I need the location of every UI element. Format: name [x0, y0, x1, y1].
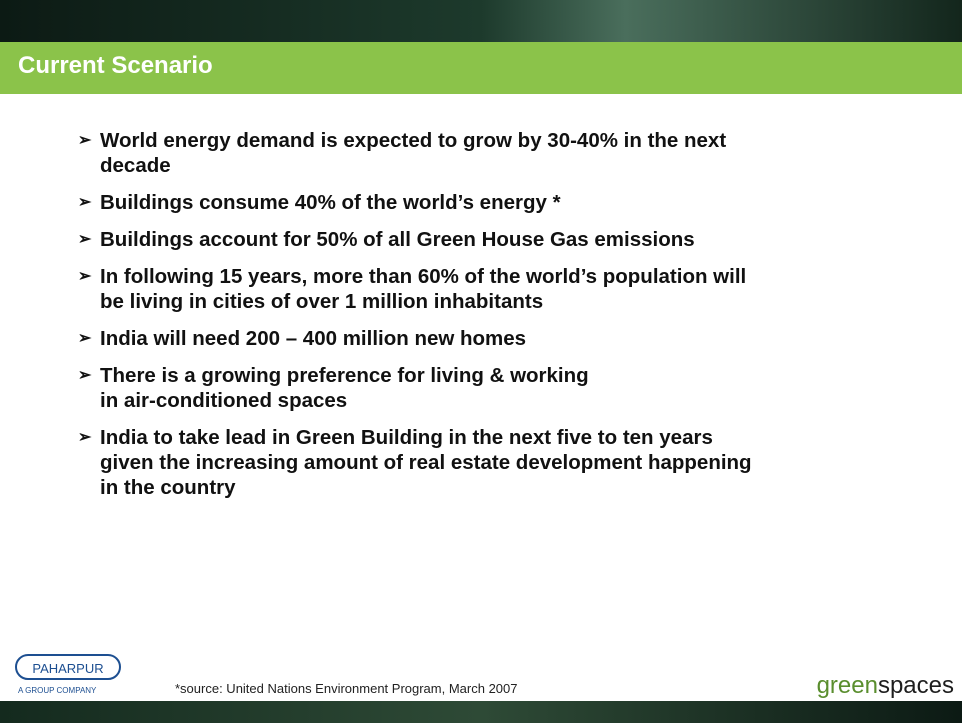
bullet-text: in air-conditioned spaces [78, 388, 898, 413]
bullet-text: decade [78, 153, 898, 178]
brand-light: green [817, 672, 878, 699]
bullet-text: be living in cities of over 1 million in… [78, 289, 898, 314]
logo-tagline: A GROUP COMPANY [18, 686, 96, 695]
slide: Current Scenario ➢World energy demand is… [0, 0, 962, 723]
brand: greenspaces [817, 672, 954, 700]
bullet-arrow: ➢ [78, 425, 91, 450]
bullet-text: given the increasing amount of real esta… [78, 450, 898, 475]
bullet-text: World energy demand is expected to grow … [78, 128, 898, 153]
logo: PAHARPUR [15, 654, 121, 680]
bullet: ➢Buildings account for 50% of all Green … [78, 227, 898, 252]
title: Current Scenario [18, 52, 213, 80]
source-note: *source: United Nations Environment Prog… [175, 681, 518, 696]
bullet: ➢In following 15 years, more than 60% of… [78, 264, 898, 314]
brand-bold: spaces [878, 672, 954, 699]
footer-banner [0, 701, 962, 723]
bullet-arrow: ➢ [78, 128, 91, 153]
bullet: ➢World energy demand is expected to grow… [78, 128, 898, 178]
title-bar: Current Scenario [0, 42, 962, 94]
bullet-text: Buildings account for 50% of all Green H… [78, 227, 898, 252]
bullet-arrow: ➢ [78, 227, 91, 252]
header-banner [0, 0, 962, 42]
bullet-text: In following 15 years, more than 60% of … [78, 264, 898, 289]
bullet: ➢India will need 200 – 400 million new h… [78, 326, 898, 351]
bullet-list: ➢World energy demand is expected to grow… [78, 128, 898, 512]
bullet-arrow: ➢ [78, 190, 91, 215]
bullet: ➢There is a growing preference for livin… [78, 363, 898, 413]
bullet-arrow: ➢ [78, 326, 91, 351]
bullet-text: India to take lead in Green Building in … [78, 425, 898, 450]
bullet-text: Buildings consume 40% of the world’s ene… [78, 190, 898, 215]
bullet-text: in the country [78, 475, 898, 500]
bullet-text: There is a growing preference for living… [78, 363, 898, 388]
bullet-arrow: ➢ [78, 264, 91, 289]
bullet: ➢Buildings consume 40% of the world’s en… [78, 190, 898, 215]
bullet-text: India will need 200 – 400 million new ho… [78, 326, 898, 351]
bullet: ➢India to take lead in Green Building in… [78, 425, 898, 500]
bullet-arrow: ➢ [78, 363, 91, 388]
